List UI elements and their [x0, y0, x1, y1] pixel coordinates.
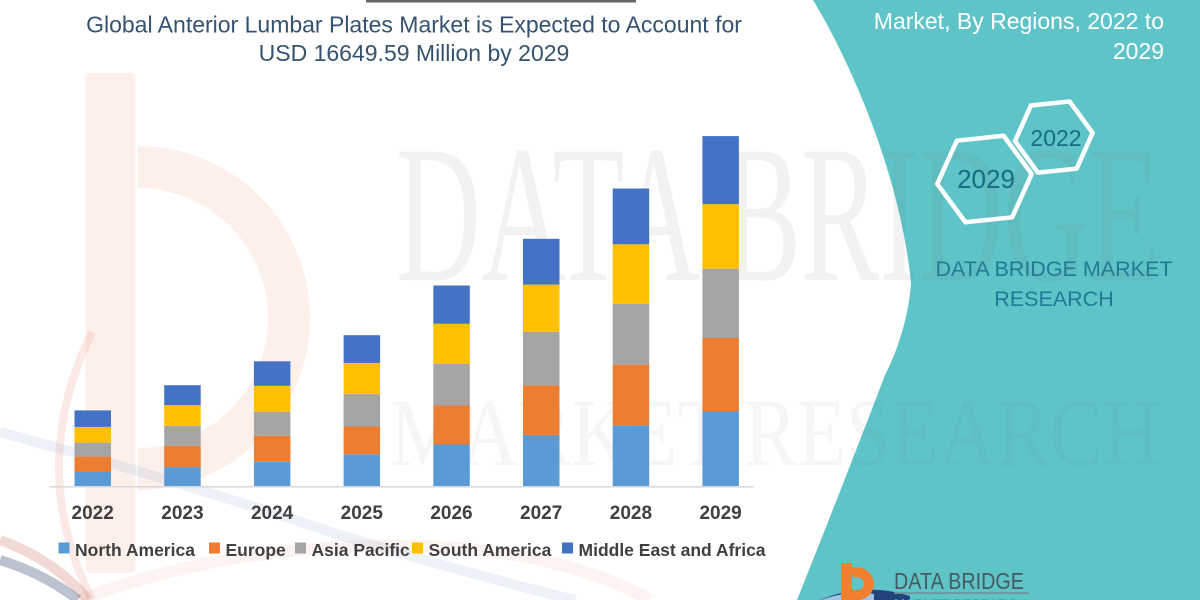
svg-text:Global Anterior Lumbar Plates: Global Anterior Lumbar Plates Market is … [86, 12, 742, 38]
svg-text:DATA BRIDGE: DATA BRIDGE [894, 568, 1024, 594]
svg-text:2026: 2026 [430, 503, 472, 524]
svg-text:USD 16649.59 Million by 2029: USD 16649.59 Million by 2029 [259, 40, 570, 66]
svg-text:Market, By Regions, 2022 to: Market, By Regions, 2022 to [874, 8, 1164, 34]
svg-text:2023: 2023 [161, 503, 203, 524]
svg-text:2028: 2028 [610, 503, 652, 524]
svg-text:2022: 2022 [72, 503, 114, 524]
svg-text:North America: North America [75, 540, 195, 560]
svg-text:South America: South America [429, 540, 552, 560]
svg-text:2022: 2022 [1030, 125, 1081, 151]
svg-text:2029: 2029 [1113, 38, 1164, 64]
svg-text:MARKET RESEARCH: MARKET RESEARCH [894, 596, 1027, 600]
svg-text:2025: 2025 [341, 503, 384, 524]
svg-text:2024: 2024 [251, 503, 294, 524]
svg-text:Europe: Europe [226, 540, 287, 560]
svg-text:Asia Pacific: Asia Pacific [312, 540, 411, 560]
svg-text:Middle East and Africa: Middle East and Africa [579, 540, 766, 560]
svg-text:DATA BRIDGE MARKET: DATA BRIDGE MARKET [936, 257, 1173, 281]
svg-text:2029: 2029 [957, 164, 1015, 194]
svg-text:RESEARCH: RESEARCH [994, 287, 1113, 311]
svg-text:MARKET RESEARCH: MARKET RESEARCH [390, 379, 1160, 486]
svg-text:2029: 2029 [699, 503, 741, 524]
svg-text:2027: 2027 [520, 503, 562, 524]
